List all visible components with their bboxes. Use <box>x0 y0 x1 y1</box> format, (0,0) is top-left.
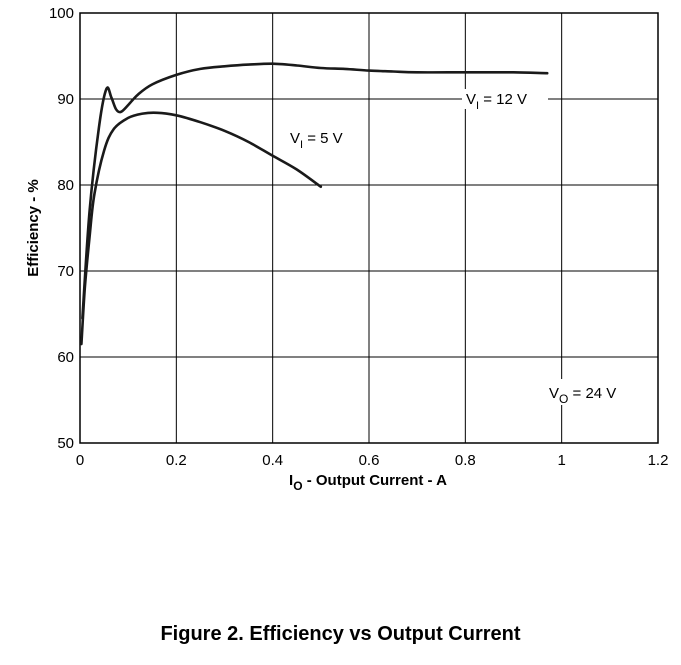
plot-frame <box>79 12 659 444</box>
y-tick-label: 80 <box>57 177 74 194</box>
x-tick-label: 0.6 <box>359 452 380 469</box>
figure-caption: Figure 2. Efficiency vs Output Current <box>160 623 521 645</box>
y-tick-label: 60 <box>57 349 74 366</box>
series-12v-line <box>81 62 549 320</box>
vo-annotation-bg <box>545 379 637 405</box>
series-12v-label: VI = 12 V <box>466 91 527 112</box>
x-tick-label: 0 <box>76 452 84 469</box>
series-5v-line <box>80 111 323 346</box>
y-tick-label: 70 <box>57 263 74 280</box>
series-5v-label: VI = 5 V <box>290 130 343 151</box>
y-tick-label: 90 <box>57 91 74 108</box>
x-tick-label: 1 <box>557 452 565 469</box>
y-tick-labels: 50 60 70 80 90 100 <box>49 5 74 452</box>
x-tick-labels: 0 0.2 0.4 0.6 0.8 1 1.2 <box>76 452 669 469</box>
x-tick-label: 0.2 <box>166 452 187 469</box>
y-tick-label: 100 <box>49 5 74 22</box>
x-axis-label: IO - Output Current - A <box>289 472 447 493</box>
series-lines <box>80 62 549 346</box>
y-tick-label: 50 <box>57 435 74 452</box>
x-tick-label: 1.2 <box>648 452 669 469</box>
x-tick-label: 0.4 <box>262 452 283 469</box>
grid-lines <box>80 13 658 443</box>
y-axis-label: Efficiency - % <box>25 179 42 277</box>
series-12v-label-bg <box>462 89 548 109</box>
series-5v-label-bg <box>286 126 358 150</box>
vo-annotation: VO = 24 V <box>549 385 616 406</box>
x-tick-label: 0.8 <box>455 452 476 469</box>
chart-svg: 50 60 70 80 90 100 0 0.2 0.4 0.6 0.8 1 1.2 Efficien… <box>25 5 669 493</box>
